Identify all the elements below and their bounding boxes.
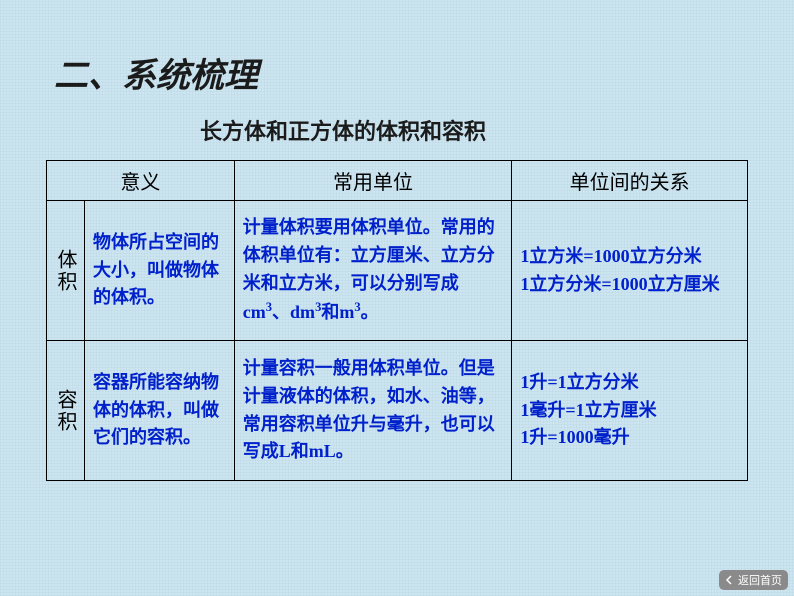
cell-capacity-meaning: 容器所能容纳物体的体积，叫做它们的容积。 (85, 357, 234, 465)
cell-volume-meaning: 物体所占空间的大小，叫做物体的体积。 (85, 217, 234, 325)
back-arrow-icon (725, 575, 735, 585)
cell-volume-units: 计量体积要用体积单位。常用的体积单位有：立方厘米、立方分米和立方米，可以分别写成… (235, 202, 512, 339)
cell-capacity-units: 计量容积一般用体积单位。但是计量液体的体积，如水、油等，常用容积单位升与毫升，也… (235, 343, 512, 479)
table-row: 体积 物体所占空间的大小，叫做物体的体积。 计量体积要用体积单位。常用的体积单位… (47, 201, 748, 341)
table-header-row: 意义 常用单位 单位间的关系 (47, 161, 748, 201)
cell-capacity-relations: 1升=1立方分米1毫升=1立方厘米1升=1000毫升 (512, 357, 747, 465)
row-label-capacity: 容积 (47, 341, 85, 481)
col-header-meaning: 意义 (47, 161, 235, 201)
back-home-label: 返回首页 (738, 572, 782, 588)
col-header-units: 常用单位 (234, 161, 512, 201)
row-label-volume: 体积 (47, 201, 85, 341)
table-row: 容积 容器所能容纳物体的体积，叫做它们的容积。 计量容积一般用体积单位。但是计量… (47, 341, 748, 481)
volume-capacity-table: 意义 常用单位 单位间的关系 体积 物体所占空间的大小，叫做物体的体积。 计量体… (46, 160, 748, 481)
back-home-button[interactable]: 返回首页 (719, 570, 788, 590)
col-header-relations: 单位间的关系 (512, 161, 748, 201)
table-title: 长方体和正方体的体积和容积 (200, 114, 486, 146)
section-heading: 二、系统梳理 (54, 48, 258, 97)
cell-volume-relations: 1立方米=1000立方分米1立方分米=1000立方厘米 (512, 231, 747, 311)
